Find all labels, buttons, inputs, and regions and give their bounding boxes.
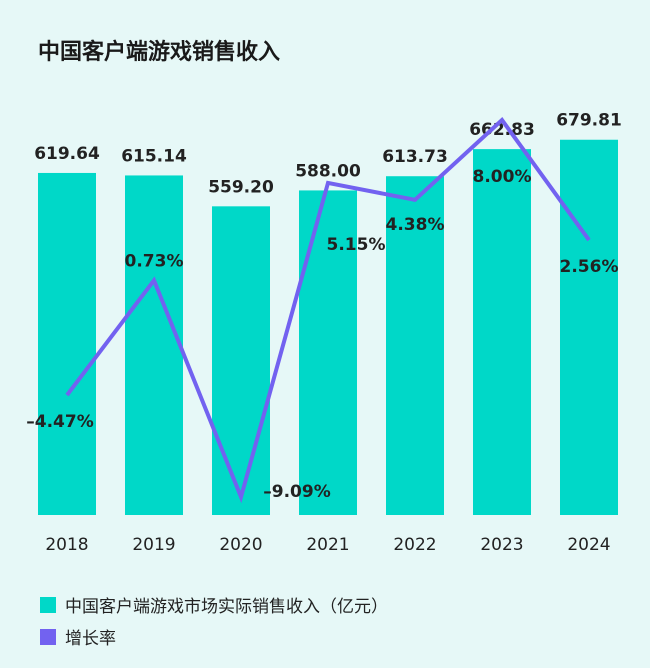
x-tick-label-2021: 2021 [306,535,349,555]
bar-2023 [473,149,531,515]
x-tick-label-2020: 2020 [219,535,262,555]
bar-value-label-2018: 619.64 [34,144,100,164]
chart-title: 中国客户端游戏销售收入 [38,40,281,65]
bar-value-label-2019: 615.14 [121,146,187,166]
growth-label-2022: 4.38% [386,215,445,235]
x-tick-label-2022: 2022 [393,535,436,555]
bar-value-label-2022: 613.73 [382,147,448,167]
legend-label-growth: 增长率 [65,629,116,649]
x-tick-label-2023: 2023 [480,535,523,555]
legend-swatch-growth [40,628,56,645]
bar-2021 [299,190,357,515]
bar-value-label-2020: 559.20 [208,177,274,197]
growth-label-2023: 8.00% [473,167,532,187]
growth-rate-line [65,117,591,504]
growth-label-2018: –4.47% [26,412,93,432]
bar-2022 [386,176,444,515]
legend-label-revenue: 中国客户端游戏市场实际销售收入（亿元） [65,597,388,617]
bar-2020 [212,206,270,515]
growth-label-2024: 2.56% [560,257,619,277]
bar-value-label-2024: 679.81 [556,111,622,131]
legend-swatch-revenue [40,596,56,613]
bar-value-label-2021: 588.00 [295,161,361,181]
bar-2018 [38,172,96,515]
x-tick-label-2018: 2018 [45,535,88,555]
legend-item-revenue: 中国客户端游戏市场实际销售收入（亿元） [40,592,388,617]
legend-item-growth: 增长率 [40,624,116,649]
growth-label-2019: 0.73% [125,251,184,271]
x-tick-label-2024: 2024 [567,535,610,555]
growth-label-2020: –9.09% [263,482,330,502]
x-tick-label-2019: 2019 [132,535,175,555]
bar-2024 [560,139,618,515]
growth-label-2021: 5.15% [327,235,386,255]
bar-2019 [125,175,183,515]
